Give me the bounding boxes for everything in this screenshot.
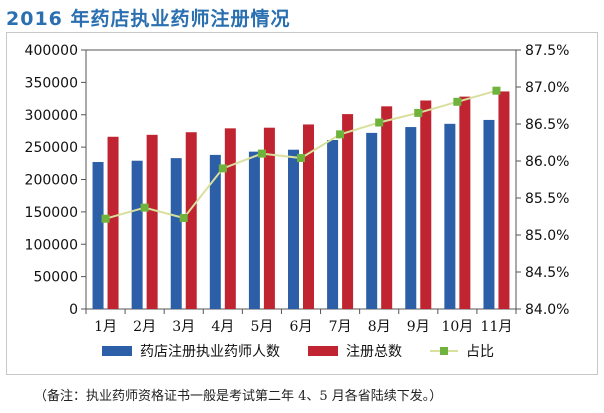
legend-swatch-total [308,346,338,356]
ratio-marker [140,203,149,212]
bar-total [420,100,432,309]
axes [81,49,521,314]
ratio-marker [297,154,305,163]
bar-pharmacists [170,158,182,309]
x-tick-label: 1月 [94,319,117,335]
y-right-tick-label: 85.5% [525,191,569,207]
bar-total [498,91,510,309]
y-right-tick-label: 87.0% [525,80,569,96]
x-tick-label: 11月 [481,319,513,335]
bar-pharmacists [131,160,143,309]
x-tick-label: 3月 [172,319,195,335]
bar-total [263,127,275,309]
ratio-marker [414,108,423,117]
ratio-marker [453,97,462,106]
ratio-marker [492,86,501,95]
ratio-marker [101,214,110,223]
bar-pharmacists [248,151,260,309]
bar-pharmacists [444,123,456,309]
bar-total [303,124,314,310]
y-right-tick-label: 84.0% [525,302,569,318]
y-right-tick-label: 86.5% [525,117,569,133]
y-left-tick-label: 150000 [25,205,78,221]
footnote: （备注：执业药师资格证书一般是考试第二年 4、5 月各省陆续下发。） [34,389,443,404]
bar-total [185,132,197,309]
bar-pharmacists [92,162,104,309]
y-right-tick-label: 84.5% [525,265,569,281]
ratio-marker [257,149,266,158]
legend-swatch-pharmacists [102,346,132,356]
x-tick-label: 6月 [290,319,313,335]
y-left-tick-label: 200000 [25,173,78,189]
bar-pharmacists [209,154,221,309]
x-tick-label: 8月 [368,319,391,335]
legend-swatch-ratio [430,346,458,356]
x-tick-label: 10月 [441,319,473,335]
y-left-tick-label: 0 [69,302,78,318]
ratio-marker [218,164,227,173]
legend-label-total: 注册总数 [346,344,402,360]
bar-pharmacists [483,119,495,310]
bar-total [342,114,354,309]
bar-total [459,96,471,310]
ratio-marker [336,130,345,139]
x-tick-label: 7月 [329,319,352,335]
legend-item-pharmacists: 药店注册执业药师人数 [102,341,280,361]
legend-label-ratio: 占比 [466,344,494,360]
page-title: 2016 年药店执业药师注册情况 [6,8,291,30]
chart-frame [6,32,598,375]
legend: 药店注册执业药师人数 注册总数 占比 [102,341,522,361]
tick-labels: 0 50000 100000 150000 200000 250000 300000 3500… [25,43,570,335]
y-right-tick-label: 85.0% [525,228,569,244]
y-left-tick-label: 400000 [25,43,78,59]
bar-total [146,134,158,309]
bar-pharmacists [288,149,299,309]
legend-label-pharmacists: 药店注册执业药师人数 [140,344,280,360]
bar-total [224,128,236,309]
y-right-tick-label: 87.5% [525,43,569,59]
bar-total [381,106,393,310]
x-tick-label: 2月 [133,319,156,335]
ratio-marker [375,118,384,127]
y-left-tick-label: 100000 [25,237,78,253]
ratio-marker [179,213,188,222]
bars [92,91,510,310]
bar-pharmacists [405,127,417,310]
bar-total [107,136,119,309]
y-left-tick-label: 250000 [25,140,78,156]
y-right-tick-label: 86.0% [525,154,569,170]
bar-pharmacists [366,132,378,309]
bar-pharmacists [327,140,339,309]
y-left-tick-label: 350000 [25,75,78,91]
x-tick-label: 9月 [407,319,430,335]
ratio-line [101,86,501,223]
x-tick-label: 5月 [250,319,273,335]
x-tick-label: 4月 [211,319,234,335]
legend-item-ratio: 占比 [430,341,494,361]
legend-item-total: 注册总数 [308,341,402,361]
y-left-tick-label: 50000 [33,270,78,286]
y-left-tick-label: 300000 [25,108,78,124]
